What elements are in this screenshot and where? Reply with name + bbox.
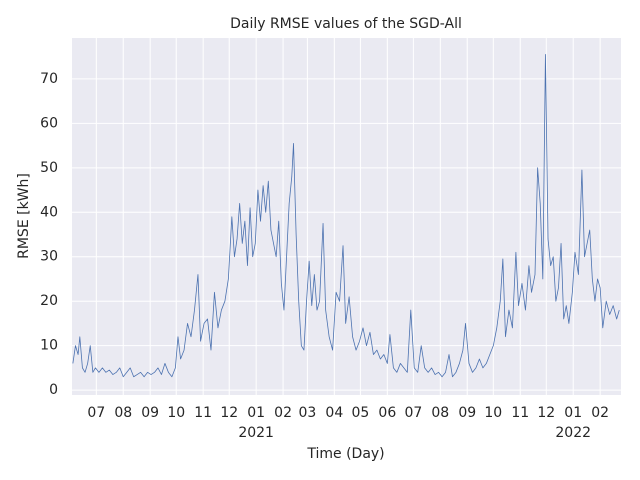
x-tick-label: 11: [194, 405, 212, 421]
x-tick-label: 09: [458, 405, 476, 421]
y-tick-label: 40: [40, 204, 58, 220]
y-tick-label: 70: [40, 71, 58, 87]
x-tick-label: 10: [484, 405, 502, 421]
y-tick-label: 60: [40, 115, 58, 131]
x-tick-label: 12: [537, 405, 555, 421]
x-tick-label: 10: [167, 405, 185, 421]
y-tick-label: 50: [40, 160, 58, 176]
plot-area: [72, 38, 621, 395]
x-tick-label: 04: [325, 405, 343, 421]
x-axis-label: Time (Day): [306, 446, 384, 462]
y-axis-label: RMSE [kWh]: [16, 173, 32, 259]
x-tick-label: 01: [247, 405, 265, 421]
y-tick-label: 10: [40, 338, 58, 354]
y-tick-label: 20: [40, 293, 58, 309]
y-tick-label: 0: [49, 382, 58, 398]
x-year-label: 2021: [238, 425, 274, 441]
x-tick-label: 02: [591, 405, 609, 421]
x-tick-label: 07: [404, 405, 422, 421]
x-tick-label: 08: [431, 405, 449, 421]
data-line: [72, 54, 620, 378]
x-tick-label: 02: [274, 405, 292, 421]
x-tick-label: 12: [220, 405, 238, 421]
x-tick-label: 05: [351, 405, 369, 421]
x-year-label: 2022: [555, 425, 591, 441]
x-tick-label: 07: [87, 405, 105, 421]
x-tick-label: 08: [114, 405, 132, 421]
x-tick-label: 11: [511, 405, 529, 421]
x-tick-label: 03: [298, 405, 316, 421]
x-tick-label: 06: [378, 405, 396, 421]
chart-title: Daily RMSE values of the SGD-All: [230, 16, 462, 32]
y-tick-label: 30: [40, 249, 58, 265]
x-tick-label: 09: [141, 405, 159, 421]
x-tick-label: 01: [564, 405, 582, 421]
